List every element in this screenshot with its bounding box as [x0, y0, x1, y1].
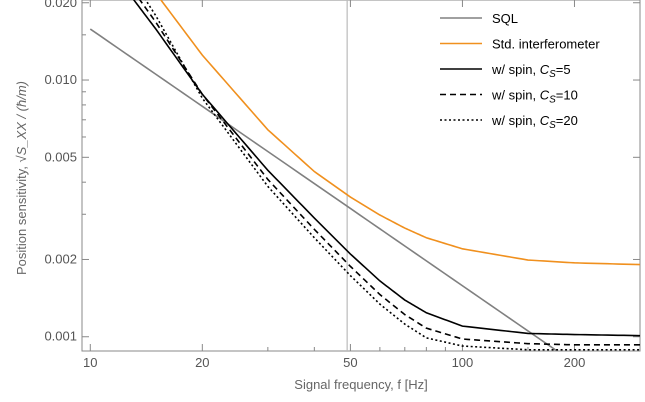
legend-label: w/ spin, CS=10: [491, 88, 578, 106]
y-axis-title: Position sensitivity, √S_XX / (ħ/m): [14, 81, 29, 275]
x-tick-label: 100: [452, 355, 474, 370]
series-line-1: [89, 28, 559, 351]
series-line-4: [138, 0, 640, 346]
y-axis-title-text: Position sensitivity,: [14, 163, 29, 275]
legend-label: Std. interferometer: [492, 37, 600, 52]
x-axis-title: Signal frequency, f [Hz]: [294, 377, 427, 392]
y-axis-title-math: √S_XX / (ħ/m): [14, 81, 29, 163]
legend-label: SQL: [492, 11, 518, 26]
x-tick-label: 10: [83, 355, 97, 370]
series-line-2: [159, 0, 640, 266]
legend-label: w/ spin, CS=5: [491, 62, 571, 80]
series-layer: [89, 0, 640, 351]
y-tick-label: 0.002: [44, 251, 77, 266]
y-tick-label: 0.010: [44, 72, 77, 87]
legend-label: w/ spin, CS=20: [491, 113, 578, 131]
x-tick-label: 50: [343, 355, 357, 370]
y-tick-label: 0.005: [44, 149, 77, 164]
y-tick-label: 0.020: [44, 0, 77, 10]
y-tick-label: 0.001: [44, 329, 77, 344]
legend: SQL Std. interferometer w/ spin, CS=5 w/ sp…: [440, 11, 600, 131]
x-tick-label: 20: [195, 355, 209, 370]
plot-frame: [81, 0, 641, 352]
series-line-5: [144, 0, 640, 351]
x-tick-label: 200: [564, 355, 586, 370]
axis-ticks: 10 20 50 100 200 0.001 0.002 0.005 0.010 0.020: [44, 0, 641, 370]
